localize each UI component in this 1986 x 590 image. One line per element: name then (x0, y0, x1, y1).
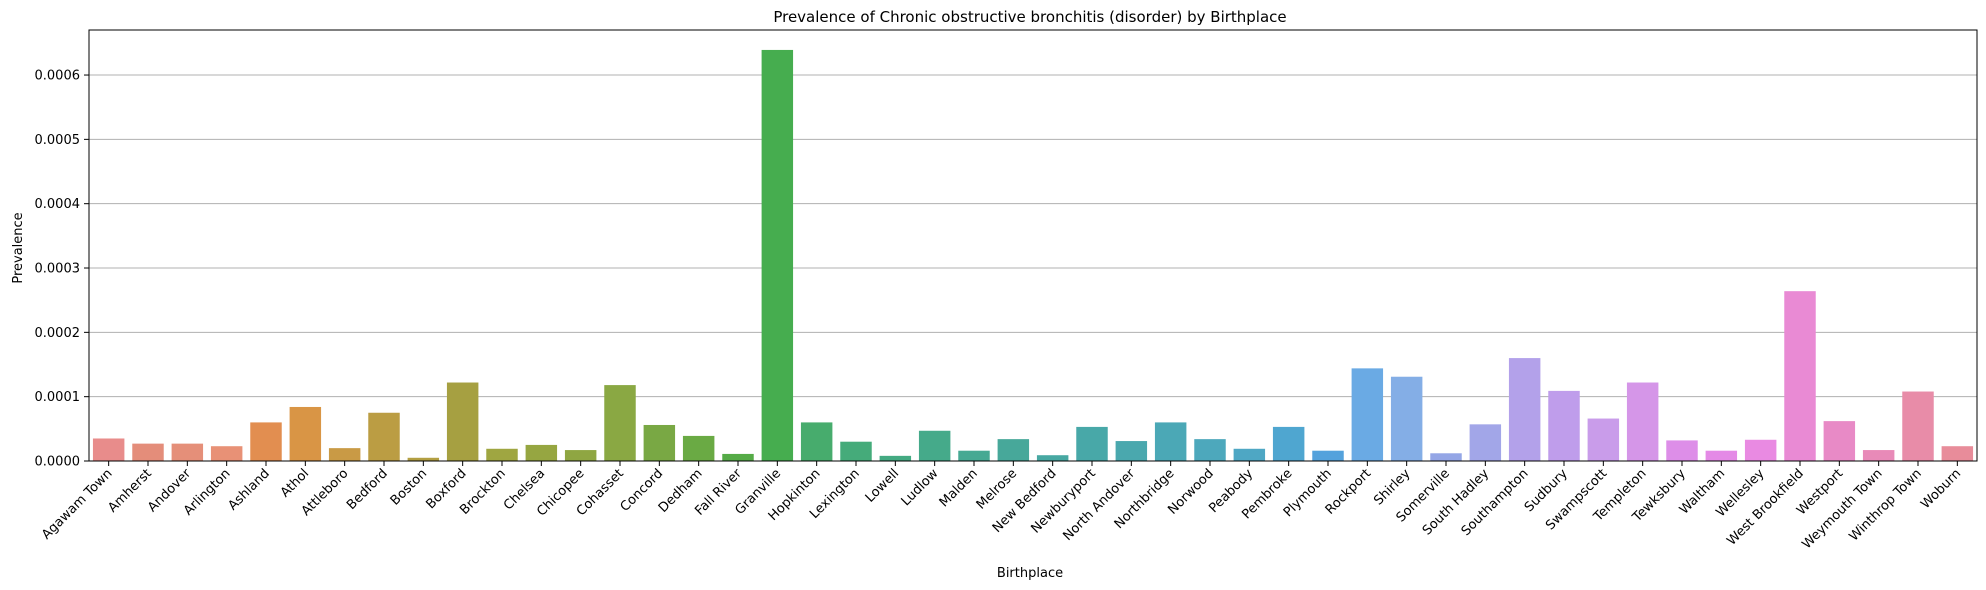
y-tick-label: 0.0000 (35, 455, 81, 470)
bar-newburyport (1076, 426, 1108, 461)
bar-peabody (1233, 448, 1266, 461)
gridlines (89, 74, 1977, 462)
bar-melrose (997, 439, 1030, 461)
bar-norwood (1194, 439, 1226, 461)
bar-plymouth (1312, 450, 1344, 461)
y-tick-label: 0.0002 (35, 326, 81, 341)
bar-andover (171, 443, 204, 461)
bar-west-brookfield (1784, 291, 1816, 461)
x-tick-label: Athol (278, 466, 312, 500)
bar-shirley (1390, 376, 1423, 461)
bar-ludlow (918, 430, 951, 461)
bar-waltham (1705, 450, 1738, 461)
x-tick-label: Ludlow (899, 466, 942, 509)
bar-wellesley (1744, 439, 1777, 461)
bar-boxford (446, 382, 479, 461)
bar-attleboro (328, 448, 361, 461)
x-axis-ticks: Agawam TownAmherstAndoverArlingtonAshlan… (39, 461, 1964, 552)
bar-concord (643, 424, 676, 461)
y-tick-label: 0.0003 (35, 262, 81, 277)
bar-agawam-town (92, 438, 125, 461)
bar-templeton (1626, 382, 1659, 461)
bar-fall-river (722, 453, 754, 461)
bar-athol (289, 406, 322, 461)
bar-bedford (368, 412, 400, 461)
bar-amherst (132, 443, 164, 461)
bar-tewksbury (1666, 440, 1698, 461)
bar-southampton (1508, 358, 1541, 461)
bar-south-hadley (1469, 424, 1502, 461)
y-tick-label: 0.0005 (35, 133, 81, 148)
bar-woburn (1941, 446, 1974, 461)
bar-lowell (879, 455, 912, 461)
bar-dedham (682, 435, 715, 461)
bar-arlington (210, 446, 243, 461)
y-axis-label: Prevalence (11, 212, 26, 283)
bar-northbridge (1154, 422, 1187, 461)
bar-weymouth-town (1862, 450, 1895, 461)
bars (92, 49, 1974, 461)
bar-granville (761, 49, 794, 461)
x-tick-label: Winthrop Town (1847, 466, 1925, 544)
bar-new-bedford (1036, 455, 1069, 461)
x-tick-label: Bedford (344, 466, 391, 513)
y-tick-label: 0.0001 (35, 390, 81, 405)
y-tick-label: 0.0006 (35, 69, 81, 84)
x-tick-label: Woburn (1918, 466, 1964, 512)
bar-hopkinton (800, 422, 833, 461)
bar-ashland (250, 422, 282, 461)
bar-cohasset (604, 385, 636, 461)
bar-winthrop-town (1902, 391, 1934, 461)
bar-rockport (1351, 368, 1384, 461)
x-tick-label: Ashland (225, 466, 272, 513)
y-tick-label: 0.0004 (35, 197, 81, 212)
bar-malden (958, 450, 990, 461)
bar-swampscott (1587, 418, 1620, 461)
x-tick-label: Lowell (863, 466, 902, 505)
bar-brockton (486, 448, 518, 461)
bar-pembroke (1272, 426, 1305, 461)
bar-chicopee (564, 450, 597, 461)
chart-title: Prevalence of Chronic obstructive bronch… (773, 8, 1286, 26)
bar-westport (1823, 421, 1856, 461)
bar-sudbury (1548, 390, 1580, 461)
bar-somerville (1430, 453, 1462, 461)
x-axis-label: Birthplace (997, 566, 1063, 581)
bar-chelsea (525, 444, 558, 461)
bar-lexington (840, 441, 872, 461)
bar-boston (407, 457, 440, 461)
x-tick-label: Agawam Town (39, 466, 115, 542)
plot-frame (88, 29, 1978, 462)
bar-north-andover (1115, 441, 1148, 461)
y-axis-ticks: 0.0000 0.0001 0.0002 0.0003 0.0004 0.0005 0.00… (35, 69, 89, 470)
